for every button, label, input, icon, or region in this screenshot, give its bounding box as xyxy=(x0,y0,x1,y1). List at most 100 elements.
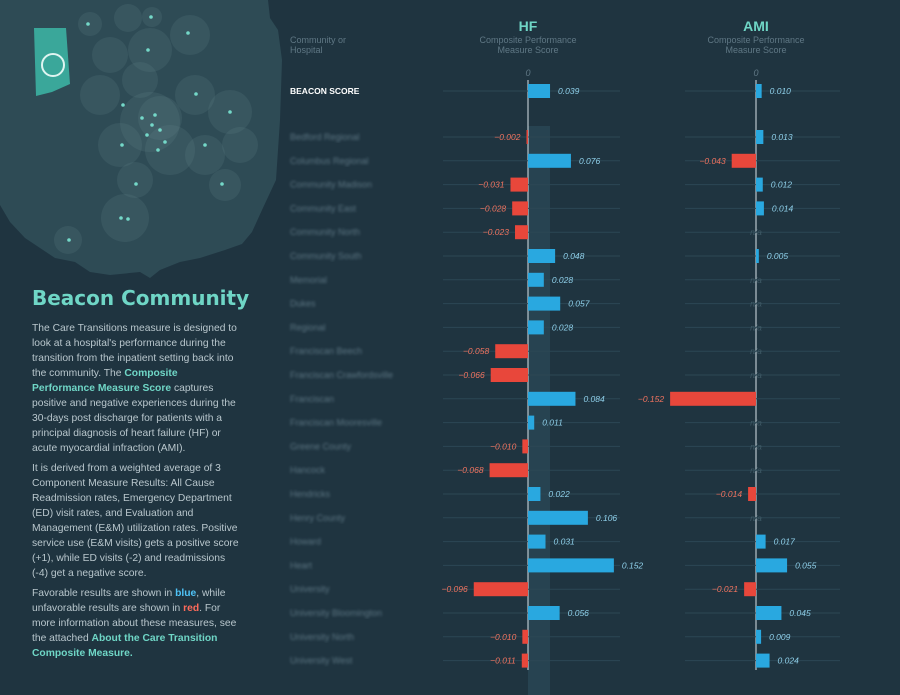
hf-bar xyxy=(528,84,551,98)
row-label: Community North xyxy=(290,227,360,237)
row-label: Hancock xyxy=(290,465,326,475)
ami-na-label: n/a xyxy=(750,418,762,428)
hf-bar xyxy=(522,629,528,644)
ami-na-label: n/a xyxy=(750,299,762,309)
ami-value-label: 0.012 xyxy=(771,180,793,190)
intro-paragraph: The Care Transitions measure is designed… xyxy=(32,323,237,454)
row-label: Community East xyxy=(290,203,357,213)
red-legend-word: red xyxy=(183,603,200,614)
row-label: University Bloomington xyxy=(290,608,382,618)
hf-bar xyxy=(528,272,544,287)
state-locator-shape xyxy=(34,28,70,96)
ami-value-label: 0.045 xyxy=(789,608,811,618)
hf-bar xyxy=(528,558,614,573)
hf-bar xyxy=(528,249,556,263)
row-label: Franciscan Crawfordsville xyxy=(290,370,393,380)
hf-bar xyxy=(528,320,544,335)
hf-value-label: 0.028 xyxy=(552,275,574,285)
hf-value-label: 0.106 xyxy=(596,513,618,523)
hf-subtitle-line-1: Composite Performance xyxy=(479,35,576,45)
ami-bar xyxy=(756,606,782,620)
hf-value-label: −0.010 xyxy=(490,441,517,451)
row-label: University North xyxy=(290,632,354,642)
hf-bar xyxy=(526,130,528,144)
ami-value-label: 0.017 xyxy=(774,537,796,547)
ami-value-label: 0.013 xyxy=(771,132,793,142)
row-label: Franciscan Mooresville xyxy=(290,418,382,428)
hf-value-label: 0.011 xyxy=(542,418,563,428)
ami-value-label: 0.009 xyxy=(769,632,791,642)
hf-bar xyxy=(528,534,546,549)
county-region-shape xyxy=(0,0,282,278)
hf-bar xyxy=(512,201,528,216)
row-label: University xyxy=(290,584,330,594)
hf-value-label: 0.039 xyxy=(558,86,580,96)
row-header-line-1: Community or xyxy=(290,35,346,45)
ami-bar xyxy=(748,487,756,501)
hf-bar xyxy=(528,391,576,406)
ami-na-label: n/a xyxy=(750,465,762,475)
hf-value-label: 0.084 xyxy=(583,394,605,404)
hf-value-label: 0.152 xyxy=(622,560,644,570)
ami-bar xyxy=(744,582,756,597)
ami-value-label: 0.055 xyxy=(795,560,817,570)
hf-bar xyxy=(522,439,528,454)
row-label: Community South xyxy=(290,251,362,261)
ami-bar xyxy=(756,629,762,644)
row-label: Franciscan Beech xyxy=(290,346,362,356)
hf-value-label: −0.002 xyxy=(494,132,521,142)
row-label: Franciscan xyxy=(290,394,334,404)
row-label: Community Madison xyxy=(290,180,372,190)
hf-value-label: −0.031 xyxy=(478,180,505,190)
hf-value-label: −0.028 xyxy=(480,203,507,213)
ami-bar xyxy=(756,534,766,549)
ami-bar xyxy=(756,201,764,216)
hf-value-label: 0.057 xyxy=(568,299,590,309)
beacon-score-label: BEACON SCORE xyxy=(290,86,360,96)
hf-bar xyxy=(490,368,528,382)
ami-na-label: n/a xyxy=(750,370,762,380)
row-label: Howard xyxy=(290,537,321,547)
ami-value-label: −0.043 xyxy=(699,156,726,166)
hf-value-label: 0.028 xyxy=(552,322,574,332)
hf-highlight-band xyxy=(528,126,550,695)
ami-bar xyxy=(756,653,770,668)
hf-value-label: 0.056 xyxy=(568,608,590,618)
indiana-county-map xyxy=(0,0,282,278)
ami-value-label: −0.021 xyxy=(712,584,739,594)
hf-bar xyxy=(515,225,528,240)
legend-paragraph: Favorable results are shown in blue, whi… xyxy=(32,588,237,659)
hf-bar xyxy=(528,606,560,620)
ami-subtitle-line-1: Composite Performance xyxy=(707,35,804,45)
ami-bar xyxy=(756,558,788,573)
ami-value-label: 0.014 xyxy=(772,203,794,213)
row-header-line-2: Hospital xyxy=(290,45,323,55)
ami-na-label: n/a xyxy=(750,346,762,356)
row-label: Heart xyxy=(290,560,313,570)
ami-na-label: n/a xyxy=(750,275,762,285)
row-label: Columbus Regional xyxy=(290,156,369,166)
hf-bar xyxy=(528,510,588,525)
hf-bar xyxy=(510,177,528,192)
hf-value-label: 0.022 xyxy=(548,489,570,499)
hf-zero-label: 0 xyxy=(525,68,530,78)
ami-value-label: 0.024 xyxy=(778,656,800,666)
blue-legend-word: blue xyxy=(175,588,197,599)
hf-bar xyxy=(521,653,528,668)
ami-na-label: n/a xyxy=(750,441,762,451)
ami-na-label: n/a xyxy=(750,322,762,332)
method-paragraph: It is derived from a weighted average of… xyxy=(32,463,239,579)
hf-bar xyxy=(528,487,541,501)
hf-subtitle-line-2: Measure Score xyxy=(497,45,558,55)
ami-value-label: 0.005 xyxy=(767,251,789,261)
row-label: University West xyxy=(290,656,353,666)
hf-bar xyxy=(528,296,561,311)
row-label: Greene County xyxy=(290,441,352,451)
ami-value-label: −0.014 xyxy=(716,489,743,499)
ami-bar xyxy=(756,130,764,144)
ami-bar xyxy=(670,391,756,406)
hf-value-label: −0.066 xyxy=(458,370,485,380)
row-label: Memorial xyxy=(290,275,327,285)
row-label: Regional xyxy=(290,322,326,332)
